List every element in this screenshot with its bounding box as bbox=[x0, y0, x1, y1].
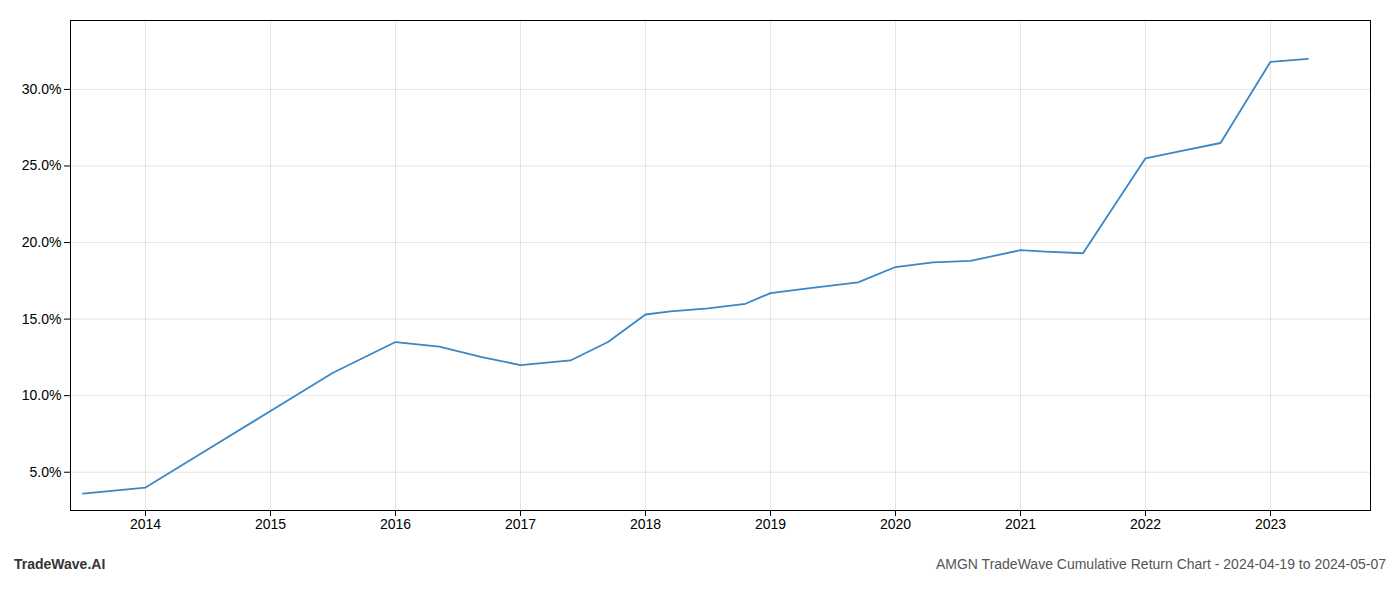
svg-text:2020: 2020 bbox=[880, 516, 911, 532]
svg-text:25.0%: 25.0% bbox=[22, 157, 62, 173]
svg-text:2017: 2017 bbox=[505, 516, 536, 532]
svg-text:20.0%: 20.0% bbox=[22, 234, 62, 250]
svg-text:2022: 2022 bbox=[1130, 516, 1161, 532]
svg-text:30.0%: 30.0% bbox=[22, 81, 62, 97]
svg-text:5.0%: 5.0% bbox=[30, 464, 62, 480]
svg-text:2019: 2019 bbox=[755, 516, 786, 532]
svg-text:2023: 2023 bbox=[1255, 516, 1286, 532]
svg-text:2014: 2014 bbox=[130, 516, 161, 532]
svg-text:2018: 2018 bbox=[630, 516, 661, 532]
svg-text:2021: 2021 bbox=[1005, 516, 1036, 532]
html-text:TradeWave.AI: TradeWave.AI bbox=[14, 556, 106, 572]
svg-text:10.0%: 10.0% bbox=[22, 387, 62, 403]
svg-text:15.0%: 15.0% bbox=[22, 311, 62, 327]
html-text:AMGN TradeWave Cumulative Retu: AMGN TradeWave Cumulative Return Chart -… bbox=[936, 556, 1386, 572]
svg-text:2015: 2015 bbox=[255, 516, 286, 532]
svg-text:2016: 2016 bbox=[380, 516, 411, 532]
